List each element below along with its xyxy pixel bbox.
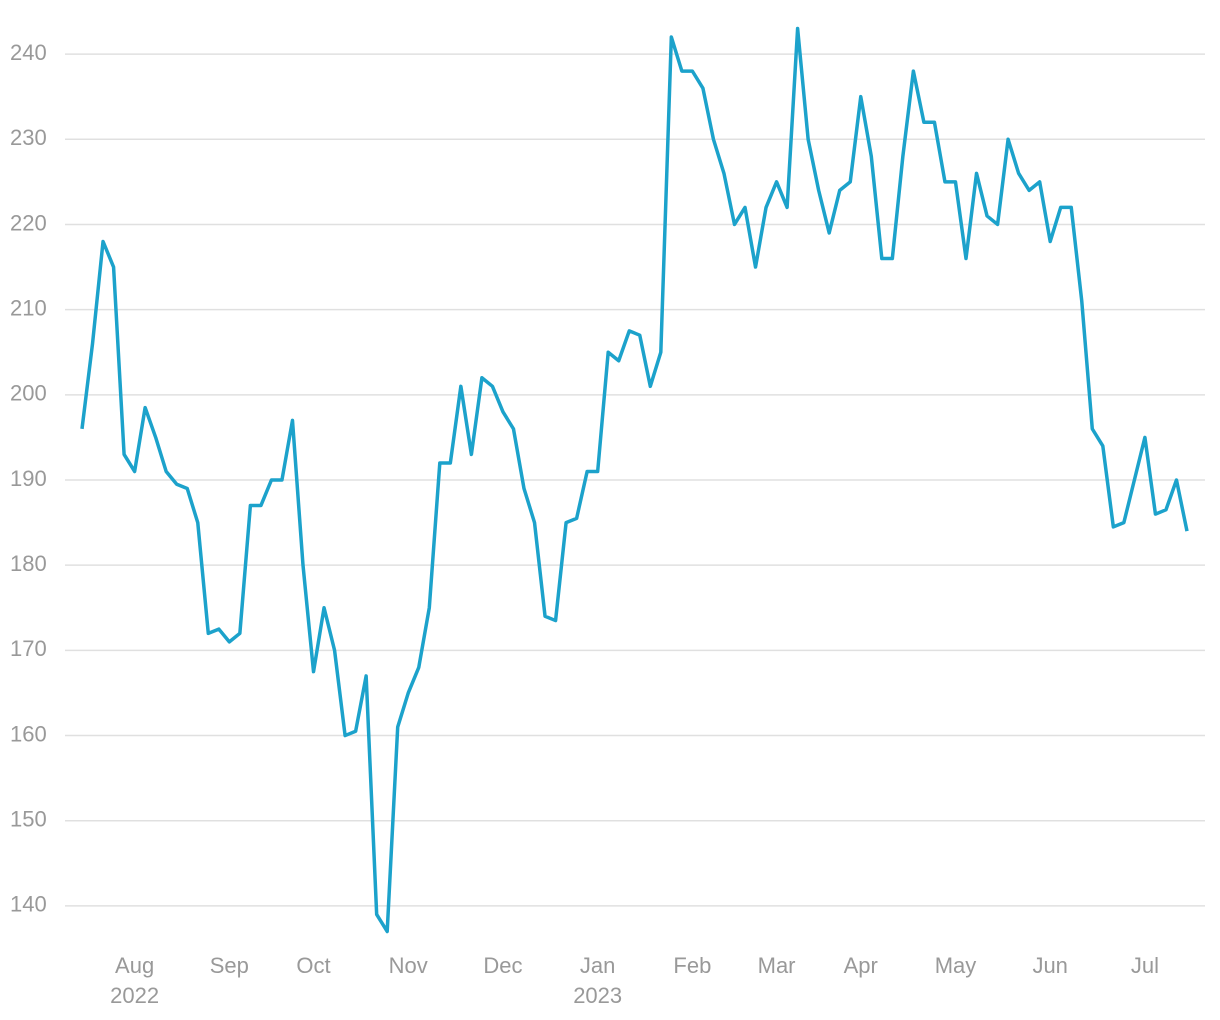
y-tick-label: 160 [10, 721, 47, 746]
price-line [80, 26, 1189, 934]
x-tick-label: Jul [1131, 953, 1159, 978]
x-tick-label: Feb [673, 953, 711, 978]
x-tick-label: Jan [580, 953, 615, 978]
x-tick-label: Jun [1032, 953, 1067, 978]
y-tick-label: 140 [10, 892, 47, 917]
y-tick-label: 200 [10, 381, 47, 406]
x-tick-label: May [935, 953, 977, 978]
x-tick-label: Mar [758, 953, 796, 978]
x-tick-label: Dec [483, 953, 522, 978]
x-year-label: 2023 [573, 983, 622, 1008]
x-tick-label: Sep [210, 953, 249, 978]
y-tick-label: 170 [10, 636, 47, 661]
y-tick-label: 190 [10, 466, 47, 491]
y-tick-label: 240 [10, 40, 47, 65]
y-tick-label: 180 [10, 551, 47, 576]
y-tick-label: 210 [10, 295, 47, 320]
y-tick-label: 150 [10, 807, 47, 832]
x-tick-label: Aug [115, 953, 154, 978]
x-tick-label: Apr [844, 953, 878, 978]
y-tick-label: 230 [10, 125, 47, 150]
y-tick-label: 220 [10, 210, 47, 235]
x-tick-label: Nov [389, 953, 428, 978]
x-year-label: 2022 [110, 983, 159, 1008]
x-tick-label: Oct [296, 953, 330, 978]
